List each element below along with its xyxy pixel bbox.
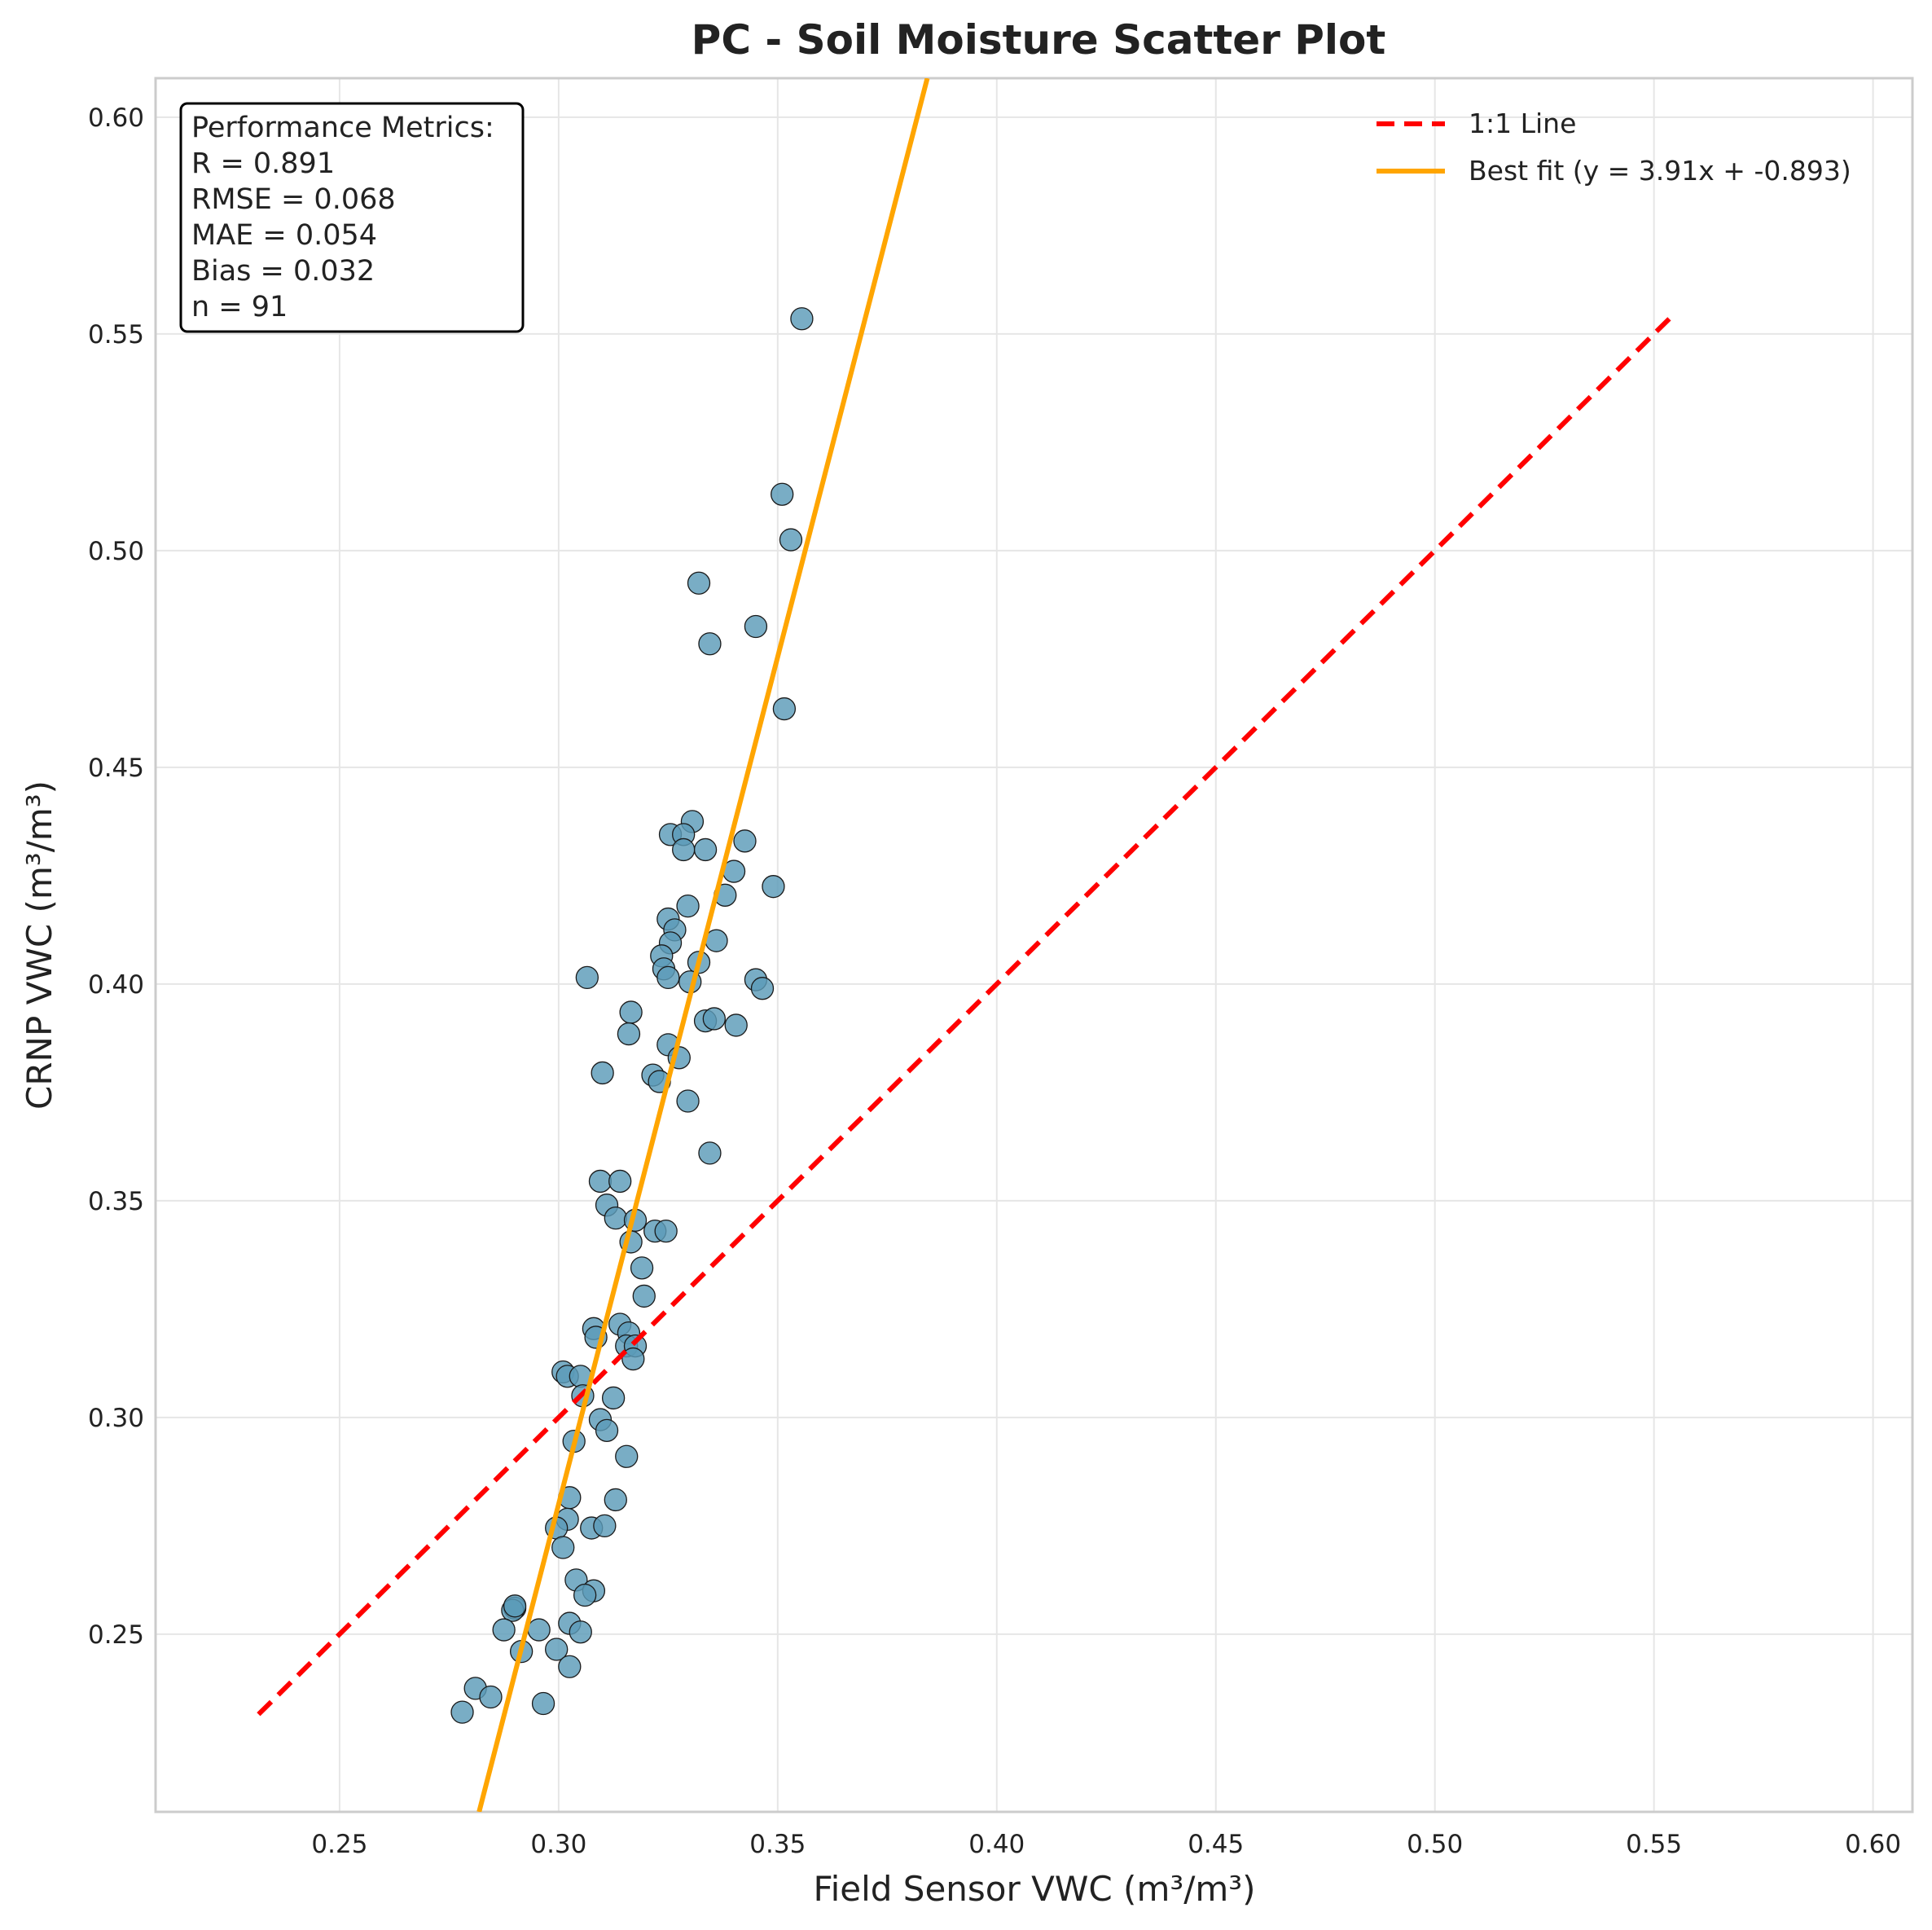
metrics-line: n = 91 — [191, 291, 288, 323]
data-point — [573, 1583, 597, 1607]
x-tick-label: 0.45 — [1188, 1830, 1244, 1859]
data-point — [615, 1444, 639, 1468]
metrics-box-frame — [179, 102, 525, 333]
x-tick-label: 0.35 — [749, 1830, 806, 1859]
data-point — [545, 1638, 569, 1661]
legend-label-fit: Best fit (y = 3.91x + -0.893) — [1469, 155, 1851, 187]
data-point — [632, 1284, 656, 1308]
data-point — [630, 1256, 654, 1280]
axis-ticks: 0.25 0.30 0.35 0.40 0.45 0.50 0.55 0.60 0.25 0.30… — [88, 103, 1901, 1859]
data-point — [608, 1169, 632, 1194]
data-point — [558, 1655, 582, 1678]
data-point — [450, 1700, 474, 1724]
data-point — [698, 1141, 722, 1165]
y-tick-label: 0.55 — [88, 320, 144, 350]
metrics-line: RMSE = 0.068 — [191, 183, 396, 216]
legend: 1:1 Line Best fit (y = 3.91x + -0.893) — [1377, 108, 1851, 187]
data-point — [575, 965, 599, 990]
data-point — [672, 838, 696, 862]
data-point — [772, 697, 797, 721]
data-point — [676, 894, 700, 918]
data-point — [569, 1620, 592, 1644]
best-fit-line — [476, 78, 930, 1812]
data-point — [733, 829, 757, 853]
x-tick-label: 0.25 — [311, 1830, 367, 1859]
metrics-line: R = 0.891 — [191, 147, 335, 180]
data-point — [698, 632, 722, 656]
data-point — [527, 1618, 551, 1642]
data-point — [619, 1000, 643, 1024]
metrics-line: MAE = 0.054 — [191, 219, 377, 252]
y-tick-label: 0.50 — [88, 537, 144, 566]
metrics-line: Performance Metrics: — [191, 112, 494, 144]
data-point — [604, 1488, 627, 1512]
metrics-line: Bias = 0.032 — [191, 255, 375, 288]
y-tick-label: 0.30 — [88, 1404, 144, 1433]
data-point — [593, 1514, 617, 1538]
x-tick-label: 0.55 — [1626, 1830, 1682, 1859]
y-tick-label: 0.40 — [88, 970, 144, 1000]
y-tick-label: 0.45 — [88, 754, 144, 783]
y-tick-label: 0.35 — [88, 1187, 144, 1216]
x-axis-label: Field Sensor VWC (m³/m³) — [814, 1869, 1256, 1909]
x-tick-label: 0.60 — [1845, 1830, 1901, 1859]
data-point — [762, 875, 785, 899]
data-point — [779, 528, 803, 552]
x-tick-label: 0.40 — [968, 1830, 1025, 1859]
y-tick-label: 0.25 — [88, 1620, 144, 1650]
data-point — [687, 571, 711, 595]
data-point — [654, 1219, 678, 1243]
grid — [156, 78, 1912, 1812]
y-axis-label: CRNP VWC (m³/m³) — [20, 780, 59, 1110]
y-tick-label: 0.60 — [88, 103, 144, 133]
data-point — [492, 1618, 516, 1642]
reference-lines — [257, 78, 1671, 1812]
plot-frame — [154, 77, 1914, 1813]
data-points — [450, 307, 814, 1724]
data-point — [617, 1022, 641, 1046]
data-point — [551, 1536, 575, 1559]
data-point — [790, 307, 814, 331]
x-tick-label: 0.30 — [530, 1830, 586, 1859]
data-point — [601, 1386, 626, 1410]
data-point — [676, 1089, 700, 1113]
data-point — [724, 1013, 748, 1037]
data-point — [595, 1418, 619, 1442]
data-point — [621, 1347, 645, 1371]
legend-label-identity: 1:1 Line — [1469, 108, 1576, 139]
data-point — [771, 482, 794, 506]
data-point — [479, 1685, 503, 1709]
data-point — [531, 1691, 555, 1716]
data-point — [744, 614, 768, 639]
data-point — [702, 1007, 726, 1031]
data-point — [604, 1207, 627, 1230]
data-point — [588, 1169, 613, 1194]
data-point — [750, 977, 775, 1000]
data-point — [656, 965, 680, 990]
chart-title: PC - Soil Moisture Scatter Plot — [692, 16, 1386, 64]
data-point — [503, 1594, 527, 1618]
data-point — [591, 1061, 614, 1085]
x-tick-label: 0.50 — [1407, 1830, 1463, 1859]
data-point — [693, 838, 718, 862]
